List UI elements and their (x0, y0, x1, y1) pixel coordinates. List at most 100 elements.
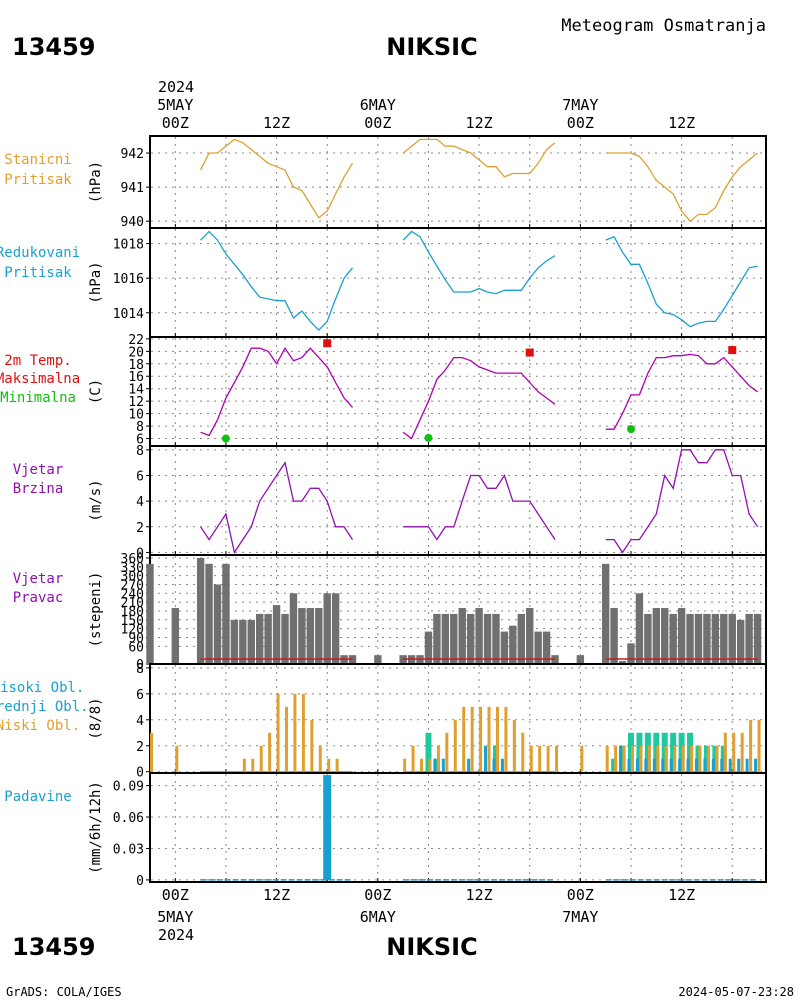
cloud-low-bar (555, 745, 559, 772)
cloud-low-bar (749, 719, 753, 772)
chart-subtitle: Meteogram Osmatranja (561, 16, 766, 36)
y-tick-label: 90 (128, 631, 144, 646)
y-tick-label: 6 (136, 469, 144, 484)
cloud-low-bar (327, 758, 331, 772)
series-line (605, 152, 759, 223)
wind-dir-bar (736, 619, 745, 663)
series-line (605, 449, 759, 554)
cloud-low-bar (175, 745, 179, 772)
cloud-low-bar (538, 745, 542, 772)
cloud-low-bar (732, 732, 736, 772)
series-line (402, 230, 556, 295)
panel-6: 0 2 4 6 8 (8/8)Visoki Obl. Srednji Obl. Niski O… (0, 662, 767, 781)
wind-dir-bar (272, 605, 281, 663)
cloud-low-bar (251, 758, 255, 772)
cloud-low-bar (301, 693, 305, 772)
axis-hour-label: 00Z (364, 886, 391, 904)
series-line (605, 353, 758, 430)
cloud-low-bar (411, 745, 415, 772)
wind-dir-bar (677, 608, 686, 663)
y-tick-label: 180 (121, 605, 144, 620)
wind-dir-bar (205, 563, 213, 663)
cloud-high-bar (500, 758, 504, 772)
cloud-low-bar (673, 745, 677, 772)
wind-dir-bar (424, 631, 433, 663)
cloud-low-bar (647, 745, 651, 772)
axis-hour-label: 00Z (162, 114, 189, 132)
series-line (403, 474, 556, 541)
wind-dir-bar (331, 593, 340, 663)
cloud-high-bar (694, 758, 698, 772)
wind-dir-bar (627, 643, 635, 663)
cloud-high-bar (678, 758, 682, 772)
cloud-high-bar (441, 758, 445, 772)
series-line (200, 346, 353, 437)
bottom-time-axis: 5MAY 00Z 12Z 6MAY 00Z 12Z 7MAY 00Z 12Z (157, 886, 695, 926)
wind-dir-bar (450, 613, 458, 663)
wind-dir-bar (542, 631, 551, 663)
cloud-low-bar (740, 732, 744, 772)
cloud-low-bar (529, 745, 533, 772)
wind-dir-bar (171, 608, 180, 663)
y-tick-label: 12 (128, 395, 144, 410)
wind-dir-bar (348, 655, 357, 663)
cloud-low-bar (690, 745, 694, 772)
y-tick-label: 4 (136, 495, 144, 510)
cloud-low-bar (479, 706, 483, 772)
cloud-low-bar (420, 758, 424, 772)
tmin-marker (424, 433, 433, 442)
wind-dir-bar (222, 563, 230, 663)
wind-dir-bar (703, 613, 711, 663)
wind-dir-bar (635, 593, 644, 663)
cloud-low-bar (445, 732, 449, 772)
series-line (605, 235, 758, 328)
axis-hour-label: 00Z (364, 114, 391, 132)
y-tick-label: 150 (121, 614, 144, 629)
y-tick-label: 1014 (113, 307, 144, 322)
wind-dir-bar (475, 608, 483, 663)
cloud-low-bar (335, 758, 339, 772)
cloud-high-bar (686, 758, 690, 772)
panel-label: Pritisak (4, 172, 72, 188)
timestamp-text: 2024-05-07-23:28 (678, 985, 794, 999)
cloud-high-bar (492, 758, 496, 772)
panel-label: Vjetar (13, 571, 64, 587)
cloud-high-bar (737, 758, 741, 772)
wind-dir-bar (458, 608, 466, 663)
cloud-low-bar (487, 706, 491, 772)
station-name-top: NIKSIC (386, 33, 477, 61)
axis-hour-label: 12Z (668, 114, 695, 132)
axis-date-label: 5MAY (157, 96, 193, 114)
y-tick-label: 6 (136, 688, 144, 703)
wind-dir-bar (230, 619, 239, 663)
cloud-low-bar (453, 719, 457, 772)
y-tick-label: 270 (121, 578, 144, 593)
y-tick-label: 120 (121, 623, 144, 638)
wind-dir-bar (601, 563, 610, 663)
tmin-marker (626, 425, 635, 434)
station-id-top: 13459 (12, 33, 96, 61)
cloud-low-bar (605, 745, 609, 772)
cloud-high-bar (484, 745, 488, 772)
axis-hour-label: 12Z (466, 886, 493, 904)
y-tick-label: 0 (136, 658, 144, 673)
wind-dir-bar (239, 619, 247, 663)
panels: 940941942(hPa)StanicniPritisak1014101610… (0, 135, 767, 889)
axis-date-label: 6MAY (360, 908, 396, 926)
cloud-high-bar (644, 758, 648, 772)
axis-date-label: 7MAY (562, 96, 598, 114)
top-year-label: 2024 (158, 78, 194, 96)
panel-label: 2m Temp. (4, 353, 71, 369)
cloud-low-bar (639, 745, 643, 772)
cloud-high-bar (754, 758, 758, 772)
wind-dir-bar (618, 661, 627, 663)
wind-dir-bar (466, 613, 475, 663)
y-axis-label: (hPa) (88, 161, 104, 203)
tmax-marker (728, 346, 737, 355)
cloud-low-bar (580, 745, 584, 772)
wind-dir-bar (433, 613, 441, 663)
panel-label: Vjetar (13, 462, 64, 478)
panel-1: 940 941 942 (hPa) Stanicni Pritisak (4, 135, 767, 230)
